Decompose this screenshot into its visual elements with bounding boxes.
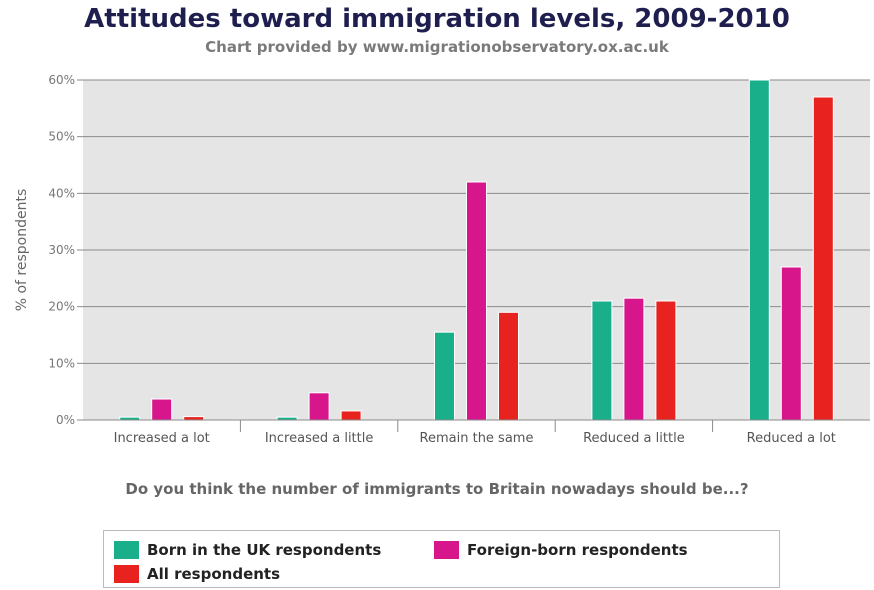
bar xyxy=(748,79,770,421)
bar xyxy=(151,398,173,421)
y-tick-label: 30% xyxy=(48,243,75,257)
legend-item-born-uk: Born in the UK respondents xyxy=(114,541,381,559)
bar xyxy=(340,410,362,421)
bar xyxy=(498,311,519,421)
legend-label-born-uk: Born in the UK respondents xyxy=(147,541,382,559)
bar xyxy=(434,331,455,421)
y-tick-label: 20% xyxy=(48,300,75,314)
legend-label-foreign-born: Foreign-born respondents xyxy=(467,541,688,559)
legend-item-all: All respondents xyxy=(114,565,280,583)
y-tick-label: 40% xyxy=(48,186,75,200)
bar xyxy=(183,416,205,421)
x-tick-label: Reduced a little xyxy=(583,431,685,446)
x-axis-title: Do you think the number of immigrants to… xyxy=(125,480,749,498)
bar xyxy=(466,181,487,421)
legend-swatch-born-uk xyxy=(114,541,139,559)
y-tick-label: 0% xyxy=(56,413,75,427)
bar xyxy=(591,300,613,421)
bar-chart: 0% 10% 20% 30% 40% 50% 60% % of respondents Incr… xyxy=(14,73,870,446)
legend-label-all: All respondents xyxy=(147,565,281,583)
bar xyxy=(655,300,677,421)
legend: Born in the UK respondents Foreign-born … xyxy=(103,530,780,588)
y-tick-label: 60% xyxy=(48,73,75,87)
legend-swatch-foreign-born xyxy=(434,541,459,559)
legend-item-foreign-born: Foreign-born respondents xyxy=(434,541,688,559)
chart-title: Attitudes toward immigration levels, 200… xyxy=(84,4,790,34)
bar xyxy=(780,266,802,421)
x-tick-label: Reduced a lot xyxy=(747,431,836,446)
bar xyxy=(812,96,834,421)
y-tick-label: 50% xyxy=(48,130,75,144)
bar xyxy=(623,297,645,421)
chart-subtitle: Chart provided by www.migrationobservato… xyxy=(205,38,669,56)
y-tick-label: 10% xyxy=(48,356,75,370)
bar xyxy=(308,392,330,421)
x-tick-label: Remain the same xyxy=(420,431,534,446)
y-axis-label: % of respondents xyxy=(14,189,30,312)
legend-swatch-all xyxy=(114,565,139,583)
x-tick-label: Increased a lot xyxy=(114,431,210,446)
x-tick-label: Increased a little xyxy=(265,431,374,446)
